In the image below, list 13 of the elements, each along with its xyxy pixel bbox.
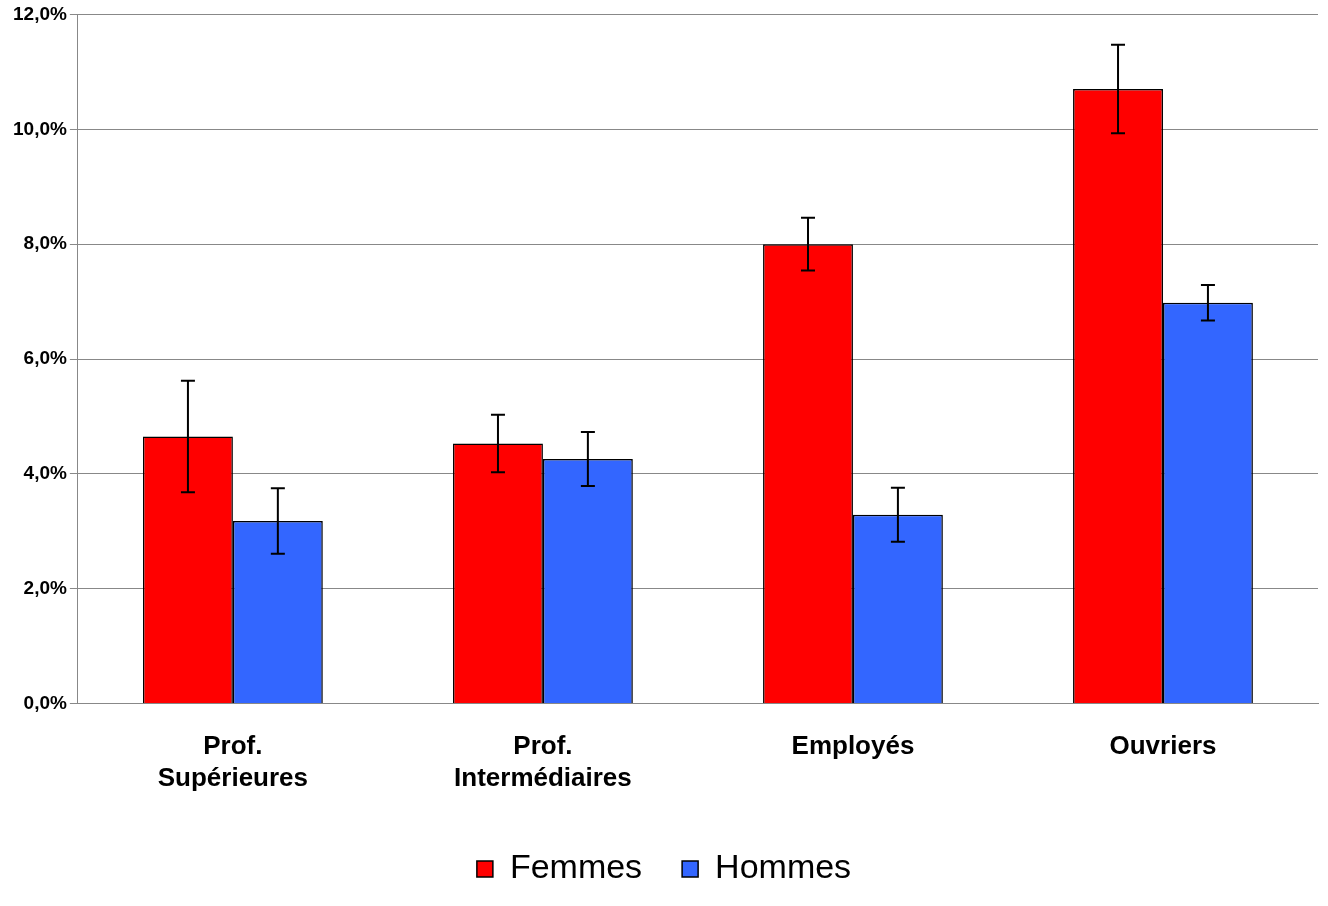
y-tick-label: 8,0% bbox=[23, 232, 67, 254]
x-tick-label: Prof. Intermédiaires bbox=[454, 730, 632, 792]
x-tick-label: Ouvriers bbox=[1109, 730, 1217, 761]
y-tick-label: 6,0% bbox=[23, 347, 67, 369]
y-tick-label: 10,0% bbox=[13, 117, 67, 139]
legend-label: Femmes bbox=[509, 847, 643, 886]
y-tick-label: 0,0% bbox=[23, 691, 67, 713]
y-tick-label: 4,0% bbox=[23, 462, 67, 484]
y-tick-label: 2,0% bbox=[23, 576, 67, 598]
x-tick-label: Employés bbox=[791, 730, 915, 761]
legend-label: Hommes bbox=[715, 847, 852, 886]
y-tick-label: 12,0% bbox=[13, 2, 67, 24]
x-tick-label: Prof. Supérieures bbox=[157, 730, 309, 792]
